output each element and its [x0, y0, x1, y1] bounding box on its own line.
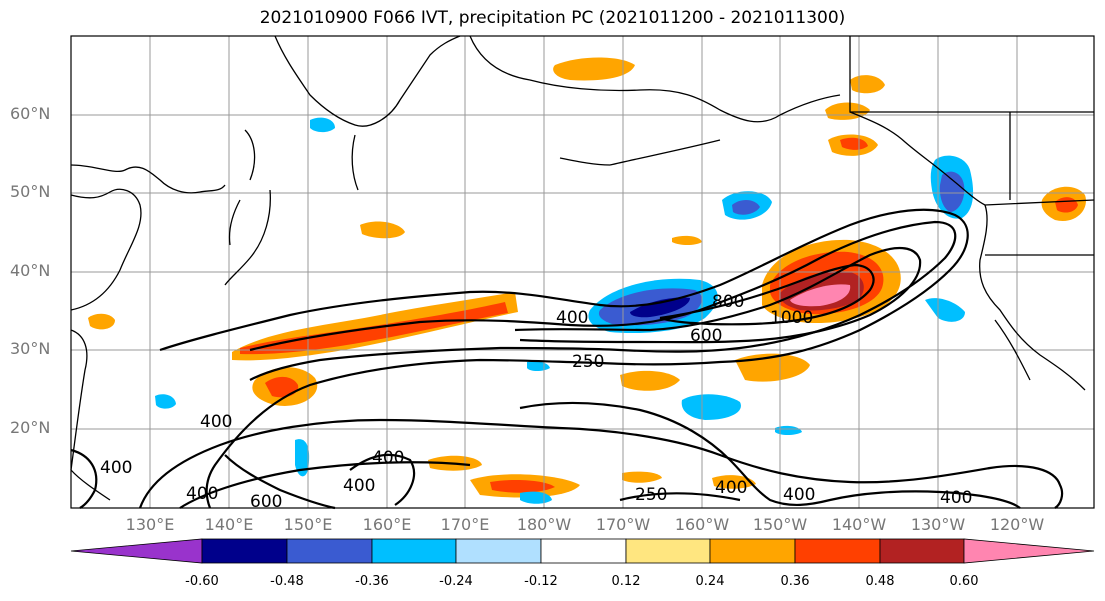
contour-label: 800 [712, 292, 745, 312]
colorbar-segment [286, 538, 373, 564]
contour-label: 250 [572, 352, 605, 372]
lon-label: 140°W [831, 515, 887, 534]
lat-label: 20°N [10, 418, 51, 437]
contour-label: 600 [690, 326, 723, 346]
lon-label: 170°E [440, 515, 490, 534]
colorbar-tick: -0.24 [439, 574, 473, 589]
contour-label: 400 [372, 448, 405, 468]
colorbar-tick: 0.36 [780, 574, 810, 589]
precip-shading [88, 57, 1086, 504]
lat-label: 60°N [10, 104, 51, 123]
colorbar-segment [201, 538, 288, 564]
contour-label: 400 [940, 488, 973, 508]
lon-label: 170°W [595, 515, 651, 534]
colorbar-segment [371, 538, 457, 564]
lon-label: 140°E [204, 515, 254, 534]
colorbar-tick: -0.48 [270, 574, 304, 589]
lon-label: 130°W [910, 515, 966, 534]
map-frame [70, 35, 1095, 509]
colorbar-tick: -0.60 [185, 574, 219, 589]
contour-label: 600 [250, 492, 283, 512]
colorbar [70, 538, 1095, 564]
colorbar-tick: 0.24 [695, 574, 725, 589]
colorbar-max-arrow [963, 538, 1095, 564]
lon-label: 150°E [283, 515, 333, 534]
ivt-contours [70, 208, 1064, 510]
lon-label: 120°W [989, 515, 1045, 534]
colorbar-segment [709, 538, 796, 564]
lat-label: 40°N [10, 261, 51, 280]
contour-label: 400 [556, 308, 589, 328]
contour-label: 400 [100, 458, 133, 478]
contour-label: 400 [186, 484, 219, 504]
contour-label: 400 [715, 478, 748, 498]
lon-label: 180°W [516, 515, 572, 534]
lat-label: 50°N [10, 182, 51, 201]
map-title: 2021010900 F066 IVT, precipitation PC (2… [259, 8, 846, 28]
colorbar-tick: 0.48 [865, 574, 895, 589]
contour-label: 400 [343, 476, 376, 496]
colorbar-tick: 0.12 [611, 574, 641, 589]
lat-label: 30°N [10, 339, 51, 358]
colorbar-segment [540, 538, 627, 564]
lon-label: 160°E [362, 515, 412, 534]
contour-label: 250 [635, 485, 668, 505]
colorbar-segment [794, 538, 881, 564]
lon-label: 150°W [752, 515, 808, 534]
lon-label: 130°E [125, 515, 175, 534]
contour-label: 400 [783, 485, 816, 505]
contour-label: 400 [200, 412, 233, 432]
coastlines [70, 35, 1095, 501]
colorbar-tick: -0.36 [355, 574, 389, 589]
colorbar-segment [879, 538, 965, 564]
colorbar-tick: 0.60 [949, 574, 979, 589]
colorbar-segment [625, 538, 711, 564]
contour-label: 1000 [770, 308, 814, 328]
colorbar-tick: -0.12 [524, 574, 558, 589]
colorbar-segment [455, 538, 542, 564]
lon-label: 160°W [674, 515, 730, 534]
